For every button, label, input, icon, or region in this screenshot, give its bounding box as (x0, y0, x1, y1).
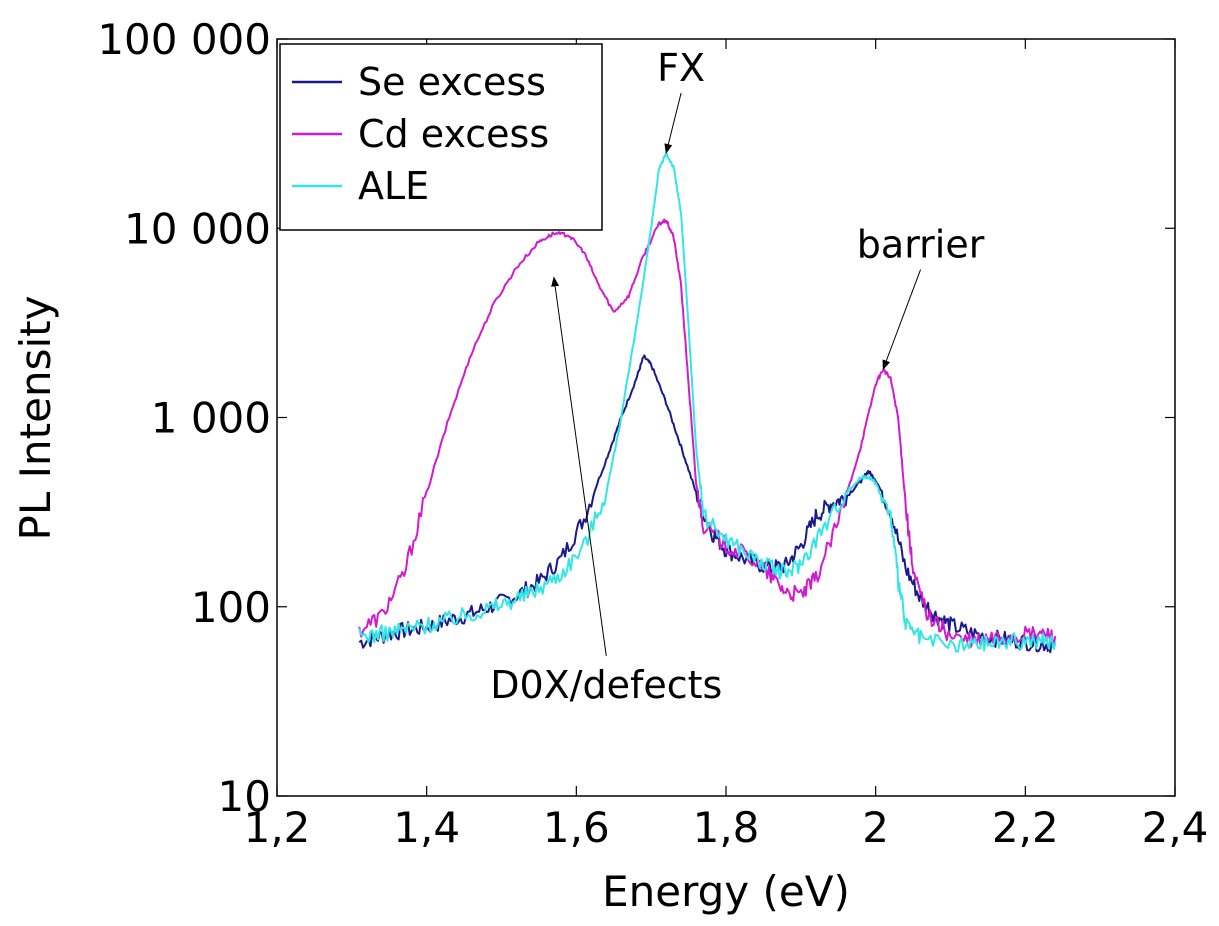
x-tick-label: 1,8 (693, 803, 760, 852)
y-tick-label: 100 000 (97, 15, 271, 64)
legend-entry: ALE (358, 164, 429, 208)
x-tick-label: 2,2 (992, 803, 1059, 852)
x-tick-label: 2 (862, 803, 889, 852)
annotation-layer: FX barrier D0X/defects (490, 46, 985, 707)
annotation-arrow (551, 276, 607, 656)
x-axis-label: Energy (eV) (602, 867, 850, 916)
annotation-label: barrier (857, 223, 985, 267)
y-tick-label: 10 000 (124, 204, 271, 253)
legend-entry: Se excess (358, 60, 546, 104)
annotation-arrow (882, 269, 922, 371)
y-tick-labels: 10 100 1 000 10 000 100 000 (97, 15, 271, 821)
annotation-label: FX (657, 46, 705, 90)
x-tick-label: 2,4 (1142, 803, 1209, 852)
series-line-1 (358, 218, 1057, 648)
x-tick-label: 1,4 (393, 803, 460, 852)
y-tick-label: 10 (218, 772, 271, 821)
series-layer (358, 152, 1057, 654)
y-axis-label: PL Intensity (11, 296, 60, 541)
x-tick-labels: 1,2 1,4 1,6 1,8 2 2,2 2,4 (244, 803, 1209, 852)
legend-box (279, 43, 603, 231)
annotation-label: D0X/defects (490, 663, 722, 707)
y-tick-label: 100 (191, 583, 271, 632)
series-line-0 (358, 354, 1057, 654)
legend-entry: Cd excess (358, 112, 549, 156)
x-tick-label: 1,6 (543, 803, 610, 852)
x-tick-label: 1,2 (244, 803, 311, 852)
series-line-2 (358, 152, 1057, 653)
annotation-arrow (664, 92, 682, 154)
y-tick-label: 1 000 (151, 394, 271, 443)
legend: Se excess Cd excess ALE (279, 43, 603, 231)
